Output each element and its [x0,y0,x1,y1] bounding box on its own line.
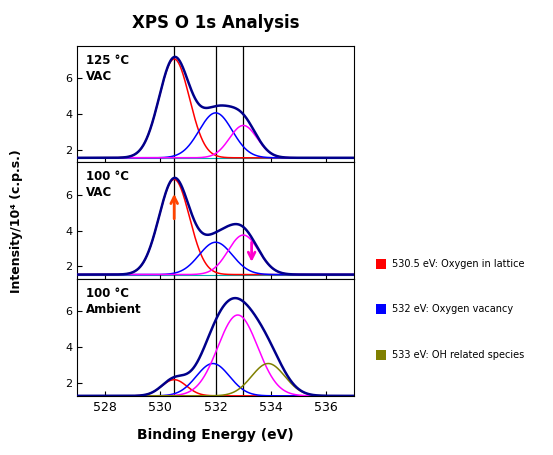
Text: 530.5 eV: Oxygen in lattice: 530.5 eV: Oxygen in lattice [392,259,524,269]
Text: 100 °C
Ambient: 100 °C Ambient [86,287,142,316]
Text: 125 °C
VAC: 125 °C VAC [86,54,129,83]
Text: XPS O 1s Analysis: XPS O 1s Analysis [132,14,299,32]
Text: 100 °C
VAC: 100 °C VAC [86,171,129,199]
Text: 532 eV: Oxygen vacancy: 532 eV: Oxygen vacancy [392,304,513,314]
Text: 533 eV: OH related species: 533 eV: OH related species [392,350,524,360]
Text: Binding Energy (eV): Binding Energy (eV) [137,428,294,442]
Text: Intensity/10⁴ (c.p.s.): Intensity/10⁴ (c.p.s.) [10,149,23,293]
